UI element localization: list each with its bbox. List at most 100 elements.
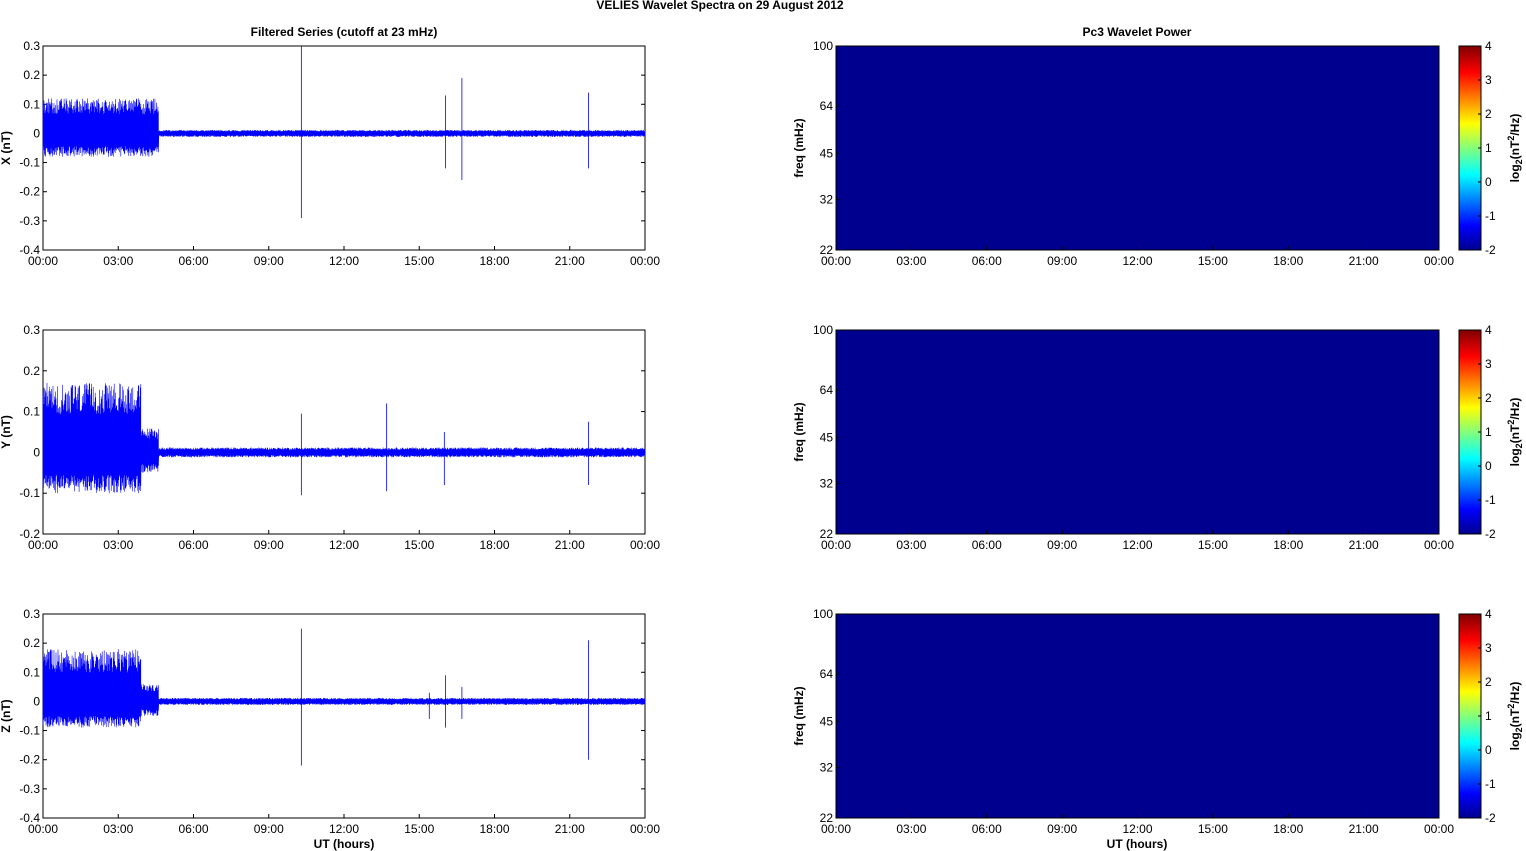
y-tick-label: 0.1 xyxy=(23,405,40,419)
colorbar-tick-label: 3 xyxy=(1485,641,1492,655)
x-tick-label: 00:00 xyxy=(28,538,58,552)
x-tick-label: 21:00 xyxy=(555,822,585,836)
colorbar-tick-label: 3 xyxy=(1485,357,1492,371)
freq-tick-label: 64 xyxy=(820,667,834,681)
freq-tick-label: 22 xyxy=(820,811,834,825)
y-tick-label: -0.4 xyxy=(19,243,40,257)
x-tick-label: 00:00 xyxy=(630,538,660,552)
figure-title: VELIES Wavelet Spectra on 29 August 2012 xyxy=(596,0,844,12)
x-tick-label: 21:00 xyxy=(555,538,585,552)
colorbar-label: log2(nT2/Hz) xyxy=(1506,398,1524,467)
y-tick-label: 0.3 xyxy=(23,607,40,621)
colorbar-tick-label: -1 xyxy=(1485,777,1496,791)
right-column-title: Pc3 Wavelet Power xyxy=(1083,25,1192,39)
time-tick-label: 06:00 xyxy=(972,822,1002,836)
x-tick-label: 09:00 xyxy=(254,822,284,836)
colorbar-tick-label: 4 xyxy=(1485,39,1492,53)
time-tick-label: 03:00 xyxy=(896,822,926,836)
y-tick-label: 0 xyxy=(33,694,40,708)
time-tick-label: 21:00 xyxy=(1349,538,1379,552)
time-tick-label: 12:00 xyxy=(1122,538,1152,552)
x-tick-label: 15:00 xyxy=(404,538,434,552)
series-panel-z: 0.30.20.10-0.1-0.2-0.3-0.400:00 03:00 06:0… xyxy=(0,607,660,836)
time-tick-label: 00:00 xyxy=(821,822,851,836)
y-tick-label: 0 xyxy=(33,445,40,459)
y-tick-label: 0.1 xyxy=(23,665,40,679)
time-tick-label: 00:00 xyxy=(821,538,851,552)
time-tick-label: 15:00 xyxy=(1198,538,1228,552)
colorbar-tick-label: 2 xyxy=(1485,391,1492,405)
x-tick-label: 21:00 xyxy=(555,254,585,268)
time-tick-label: 21:00 xyxy=(1349,822,1379,836)
time-tick-label: 15:00 xyxy=(1198,254,1228,268)
panels: 0.30.20.10-0.1-0.2-0.3-0.400:00 03:00 06:0… xyxy=(0,39,1524,836)
y-tick-label: -0.2 xyxy=(19,527,40,541)
x-tick-label: 12:00 xyxy=(329,538,359,552)
freq-axis-label: freq (mHz) xyxy=(792,402,806,461)
x-tick-label: 06:00 xyxy=(178,538,208,552)
time-tick-label: 09:00 xyxy=(1047,538,1077,552)
time-tick-label: 03:00 xyxy=(896,538,926,552)
time-tick-label: 18:00 xyxy=(1273,538,1303,552)
y-tick-label: 0 xyxy=(33,126,40,140)
wavelet-power-map xyxy=(835,45,1440,251)
time-tick-label: 21:00 xyxy=(1349,254,1379,268)
colorbar-label: log2(nT2/Hz) xyxy=(1506,114,1524,183)
freq-tick-label: 32 xyxy=(820,477,834,491)
y-tick-label: -0.1 xyxy=(19,156,40,170)
time-tick-label: 18:00 xyxy=(1273,254,1303,268)
time-tick-label: 06:00 xyxy=(972,254,1002,268)
time-tick-label: 00:00 xyxy=(1424,822,1454,836)
freq-tick-label: 64 xyxy=(820,383,834,397)
freq-tick-label: 100 xyxy=(813,607,833,621)
y-tick-label: 0.2 xyxy=(23,364,40,378)
colorbar-tick-label: 3 xyxy=(1485,73,1492,87)
colorbar-tick-label: 0 xyxy=(1485,459,1492,473)
freq-tick-label: 64 xyxy=(820,99,834,113)
time-tick-label: 00:00 xyxy=(821,254,851,268)
colorbar-tick-label: -1 xyxy=(1485,493,1496,507)
y-tick-label: -0.2 xyxy=(19,753,40,767)
time-tick-label: 15:00 xyxy=(1198,822,1228,836)
time-tick-label: 03:00 xyxy=(896,254,926,268)
left-column-title: Filtered Series (cutoff at 23 mHz) xyxy=(251,25,438,39)
colorbar-tick-label: 1 xyxy=(1485,709,1492,723)
series-axes-box xyxy=(42,329,646,535)
x-tick-label: 15:00 xyxy=(404,822,434,836)
time-tick-label: 09:00 xyxy=(1047,822,1077,836)
colorbar-tick-label: -2 xyxy=(1485,527,1496,541)
x-tick-label: 15:00 xyxy=(404,254,434,268)
y-axis-label: Z (nT) xyxy=(0,699,13,732)
x-axis-label-left: UT (hours) xyxy=(314,837,375,851)
colorbar-tick-label: -2 xyxy=(1485,243,1496,257)
time-tick-label: 18:00 xyxy=(1273,822,1303,836)
colorbar-tick-label: 0 xyxy=(1485,743,1492,757)
x-tick-label: 00:00 xyxy=(630,254,660,268)
colorbar-tick-label: 2 xyxy=(1485,107,1492,121)
colorbar xyxy=(1458,45,1482,251)
x-tick-label: 03:00 xyxy=(103,538,133,552)
freq-tick-label: 22 xyxy=(820,527,834,541)
time-tick-label: 00:00 xyxy=(1424,254,1454,268)
x-tick-label: 00:00 xyxy=(28,822,58,836)
y-tick-label: 0.1 xyxy=(23,97,40,111)
x-tick-label: 18:00 xyxy=(479,538,509,552)
y-tick-label: 0.3 xyxy=(23,39,40,53)
colorbar-tick-label: 1 xyxy=(1485,425,1492,439)
wavelet-power-map xyxy=(835,329,1440,535)
x-tick-label: 03:00 xyxy=(103,254,133,268)
y-tick-label: -0.1 xyxy=(19,724,40,738)
freq-axis-label: freq (mHz) xyxy=(792,686,806,745)
x-tick-label: 18:00 xyxy=(479,822,509,836)
x-tick-label: 09:00 xyxy=(254,254,284,268)
y-axis-label: Y (nT) xyxy=(0,415,13,449)
wavelet-power-map xyxy=(835,613,1440,819)
series-axes-box xyxy=(42,613,646,819)
time-tick-label: 12:00 xyxy=(1122,254,1152,268)
freq-tick-label: 32 xyxy=(820,761,834,775)
x-axis-label-right: UT (hours) xyxy=(1107,837,1168,851)
x-tick-label: 00:00 xyxy=(630,822,660,836)
